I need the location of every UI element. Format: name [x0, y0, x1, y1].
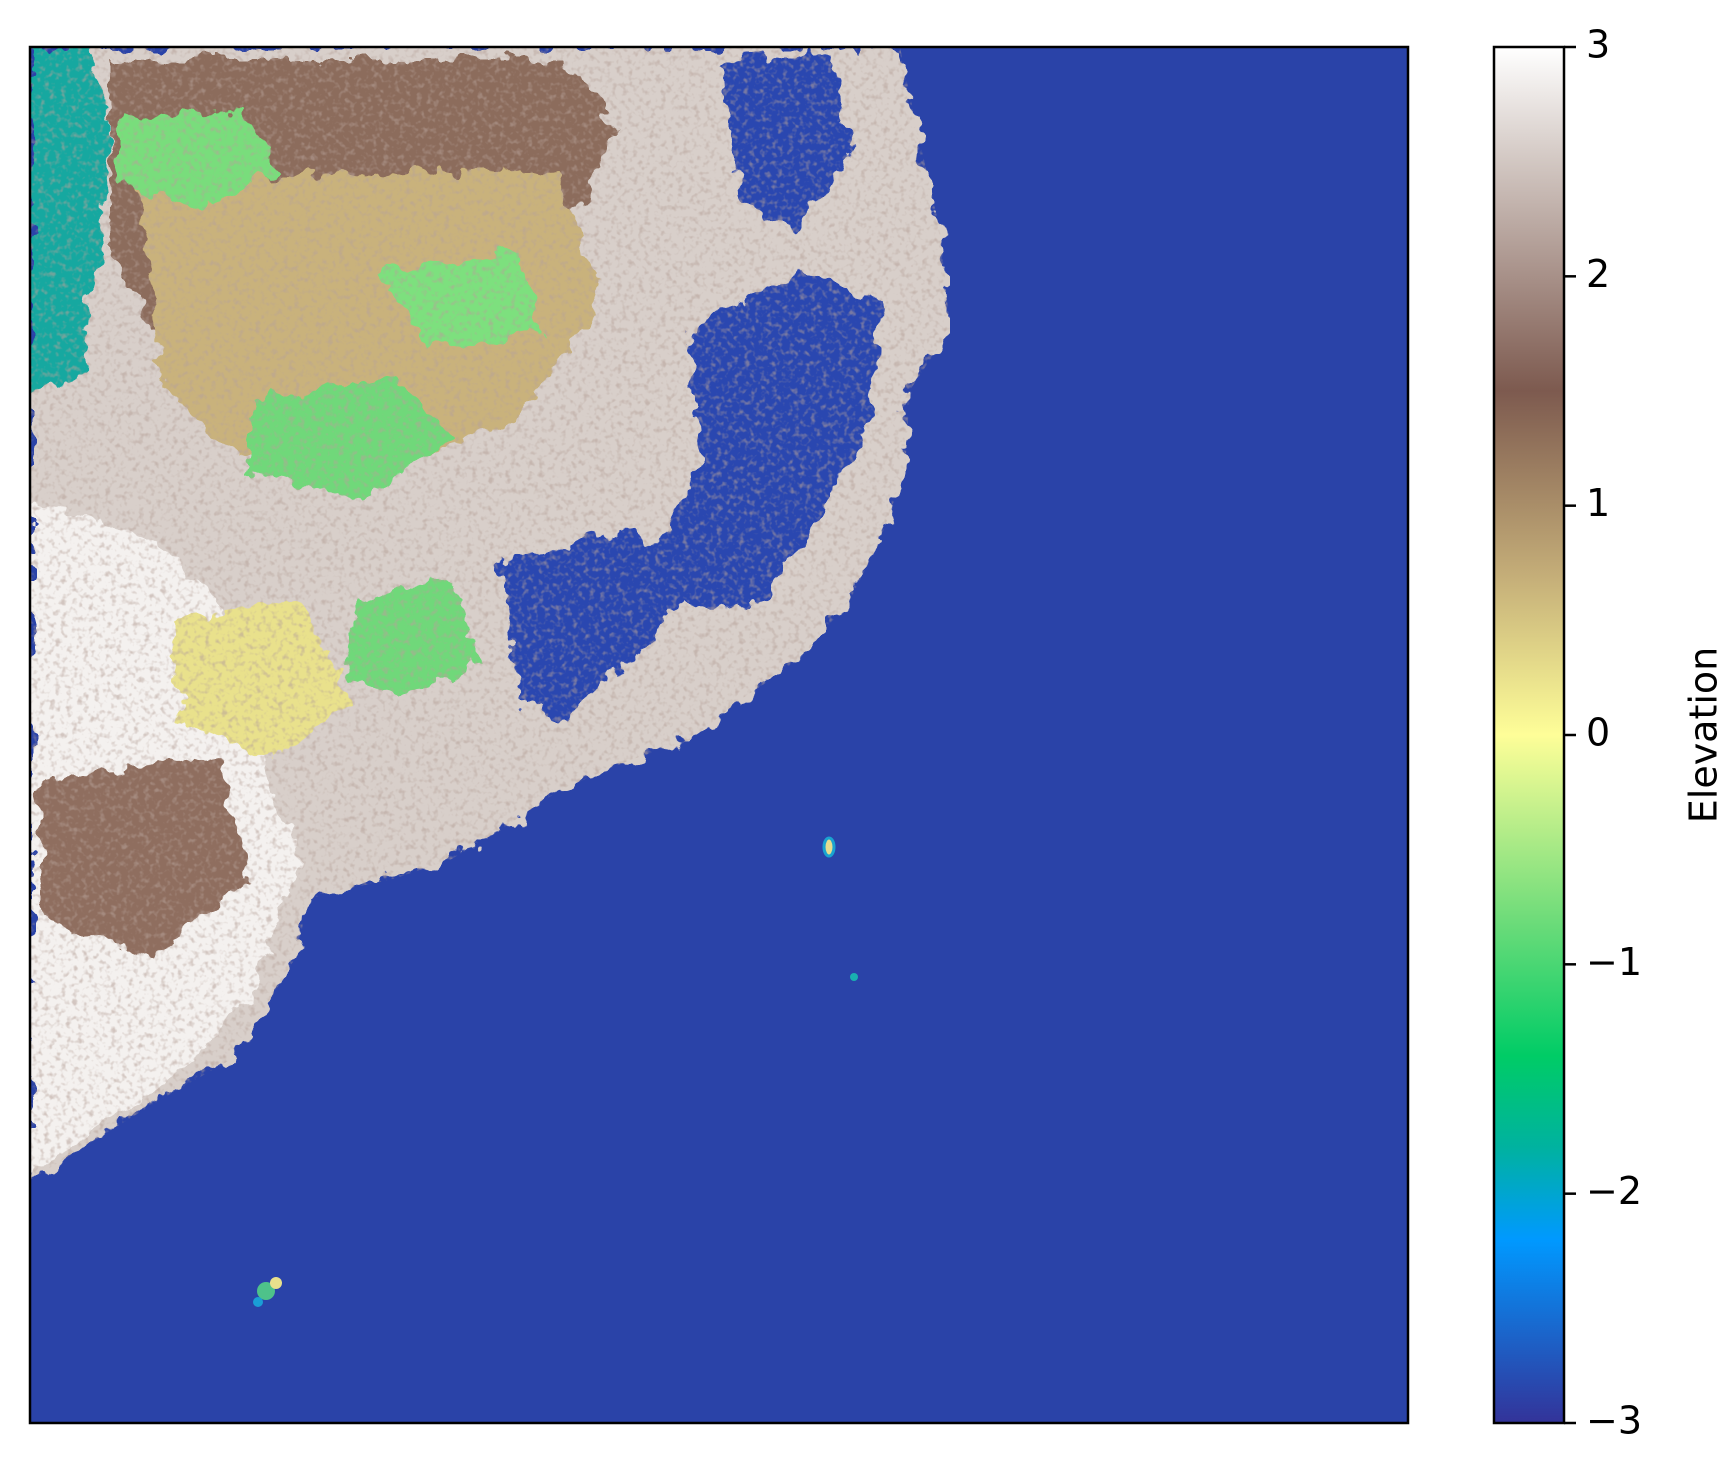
island-2	[850, 973, 858, 981]
colorbar-label: Elevation	[1682, 647, 1726, 824]
colorbar-tick-label: −1	[1586, 940, 1642, 984]
colorbar-ticks: 3 2 1 0 −1 −2 −3	[1564, 23, 1642, 1443]
colorbar-tick-label: −2	[1586, 1169, 1642, 1213]
speckle-texture	[30, 47, 950, 1180]
colorbar-tick-label: 0	[1586, 711, 1610, 755]
colorbar-tick-label: 2	[1586, 252, 1610, 296]
colorbar-tick-label: 1	[1586, 481, 1610, 525]
island-1	[822, 836, 836, 858]
plot-frame	[28, 45, 1410, 1425]
islands	[253, 836, 858, 1307]
heatmap-area	[30, 47, 1408, 1423]
colorbar: 3 2 1 0 −1 −2 −3 Elevation	[1492, 23, 1726, 1443]
island-3	[253, 1277, 282, 1307]
colorbar-tick-label: 3	[1586, 23, 1610, 67]
colorbar-fill	[1494, 47, 1564, 1423]
colorbar-tick-label: −3	[1586, 1399, 1642, 1443]
